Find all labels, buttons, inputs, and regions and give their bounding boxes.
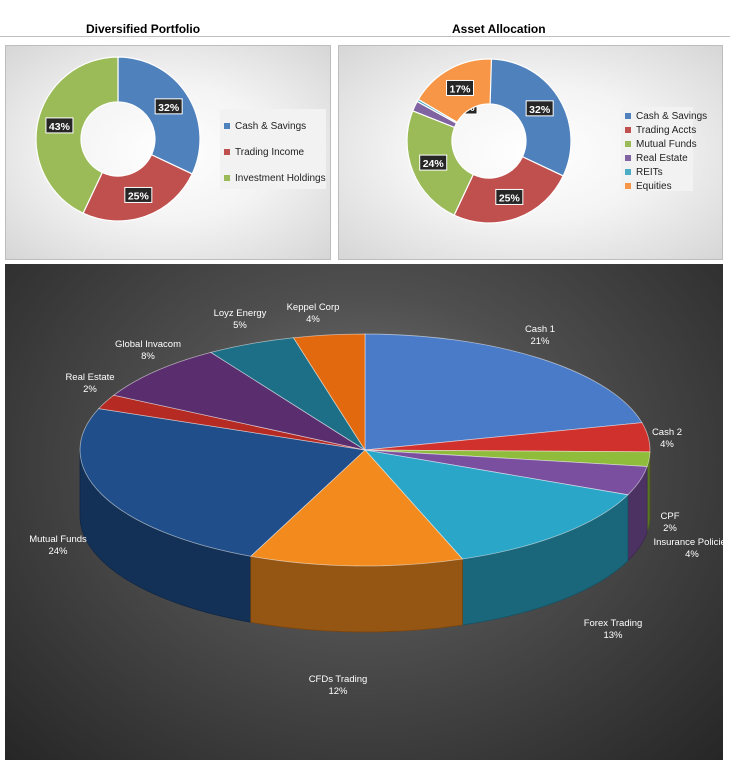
svg-text:Mutual Funds: Mutual Funds	[29, 534, 87, 545]
svg-text:Loyz Energy: Loyz Energy	[214, 308, 267, 319]
donut1-label-investment-holdings: 43%	[45, 117, 74, 134]
donut1-legend-item-cash-and-savings: Cash & Savings	[224, 113, 326, 139]
donut2-label-equities: 17%	[446, 79, 475, 96]
svg-text:25%: 25%	[499, 192, 521, 204]
donut2-chart: 32%25%24%0%17%	[406, 58, 572, 224]
donut2-label-cash-and-savings: 32%	[525, 100, 554, 117]
legend-label: Real Estate	[636, 152, 688, 164]
legend-swatch	[625, 127, 631, 133]
donut2-title: Asset Allocation	[452, 22, 546, 36]
svg-text:2%: 2%	[83, 384, 97, 395]
legend-label: Mutual Funds	[636, 138, 697, 150]
pie3d-panel: Cash 1 21% Cash 2 4% CPF 2% Insurance Policies…	[5, 264, 723, 760]
legend-label: Cash & Savings	[235, 120, 307, 132]
pie3d-side-cfds-trading	[250, 555, 463, 633]
pie3d-slice-mutual-funds	[79, 408, 366, 557]
donut2-legend-item-trading-accts: Trading Accts	[625, 123, 697, 137]
donut2-legend: Cash & Savings Trading Accts Mutual Funds R…	[621, 107, 707, 193]
svg-text:8%: 8%	[141, 351, 155, 362]
svg-text:Insurance Policies: Insurance Policies	[653, 537, 723, 548]
donut1-legend-item-investment-holdings: Investment Holdings	[224, 165, 326, 191]
donut2-label-mutual-funds: 24%	[419, 154, 448, 171]
svg-text:4%: 4%	[685, 549, 699, 560]
svg-text:24%: 24%	[423, 158, 445, 170]
svg-text:Cash 1: Cash 1	[525, 324, 555, 335]
svg-text:12%: 12%	[328, 686, 348, 697]
donut2-legend-item-cash-and-savings: Cash & Savings	[625, 109, 707, 123]
pie3d-slice-forex-trading	[363, 449, 629, 560]
pie3d-label-cash-1: Cash 121%	[525, 324, 555, 347]
pie3d-slice-cfds-trading	[249, 449, 464, 567]
header-divider	[0, 36, 730, 37]
donut1-legend: Cash & Savings Trading Income Investment H…	[220, 109, 326, 189]
legend-swatch	[625, 113, 631, 119]
svg-text:21%: 21%	[530, 336, 550, 347]
svg-text:43%: 43%	[49, 121, 71, 133]
donut1-slice-cash-and-savings	[117, 56, 201, 175]
pie3d-label-cash-2: Cash 24%	[652, 427, 682, 450]
donut2-label-trading-accts: 25%	[495, 188, 524, 205]
legend-swatch	[224, 149, 230, 155]
svg-text:Cash 2: Cash 2	[652, 427, 682, 438]
legend-swatch	[625, 141, 631, 147]
svg-text:25%: 25%	[128, 190, 150, 202]
svg-text:CPF: CPF	[661, 511, 680, 522]
donut2-legend-item-mutual-funds: Mutual Funds	[625, 137, 697, 151]
legend-swatch	[224, 123, 230, 129]
donut1-legend-item-trading-income: Trading Income	[224, 139, 326, 165]
svg-text:32%: 32%	[158, 102, 180, 114]
svg-text:Real Estate: Real Estate	[65, 372, 114, 383]
donut1-title: Diversified Portfolio	[86, 22, 201, 36]
donut1-label-trading-income: 25%	[124, 186, 153, 203]
legend-label: Equities	[636, 180, 672, 192]
svg-text:4%: 4%	[306, 314, 320, 325]
donut1-chart: 32% 25% 43%	[35, 56, 201, 222]
svg-text:Forex Trading: Forex Trading	[584, 618, 643, 629]
svg-text:17%: 17%	[450, 83, 472, 95]
pie3d-slice-global-invacom	[112, 351, 366, 451]
legend-swatch	[625, 183, 631, 189]
svg-text:2%: 2%	[663, 523, 677, 534]
svg-text:4%: 4%	[660, 439, 674, 450]
donut2-legend-item-reits: REITs	[625, 165, 693, 179]
svg-text:32%: 32%	[529, 104, 551, 116]
pie3d-slice-cash-1	[364, 333, 643, 451]
svg-text:Global Invacom: Global Invacom	[115, 339, 181, 350]
svg-text:13%: 13%	[603, 630, 623, 641]
donut2-slice-cash-and-savings	[488, 58, 572, 177]
donut1-slice-investment-holdings	[35, 56, 119, 214]
legend-label: Trading Accts	[636, 124, 697, 136]
svg-text:5%: 5%	[233, 320, 247, 331]
legend-label: Trading Income	[235, 146, 305, 158]
svg-text:CFDs Trading: CFDs Trading	[309, 674, 368, 685]
donut2-legend-item-real-estate: Real Estate	[625, 151, 693, 165]
donut1-panel: 32% 25% 43% Cash & Savings Trading Income In…	[5, 45, 331, 260]
legend-swatch	[625, 169, 631, 175]
legend-swatch	[625, 155, 631, 161]
legend-label: REITs	[636, 166, 663, 178]
svg-text:Keppel Corp: Keppel Corp	[287, 302, 340, 313]
legend-swatch	[224, 175, 230, 181]
donut1-label-cash-and-savings: 32%	[154, 98, 183, 115]
pie3d-slice-keppel-corp	[292, 333, 366, 452]
donut2-legend-item-equities: Equities	[625, 179, 693, 193]
legend-label: Cash & Savings	[636, 110, 708, 122]
svg-text:24%: 24%	[48, 546, 68, 557]
legend-label: Investment Holdings	[235, 172, 326, 184]
